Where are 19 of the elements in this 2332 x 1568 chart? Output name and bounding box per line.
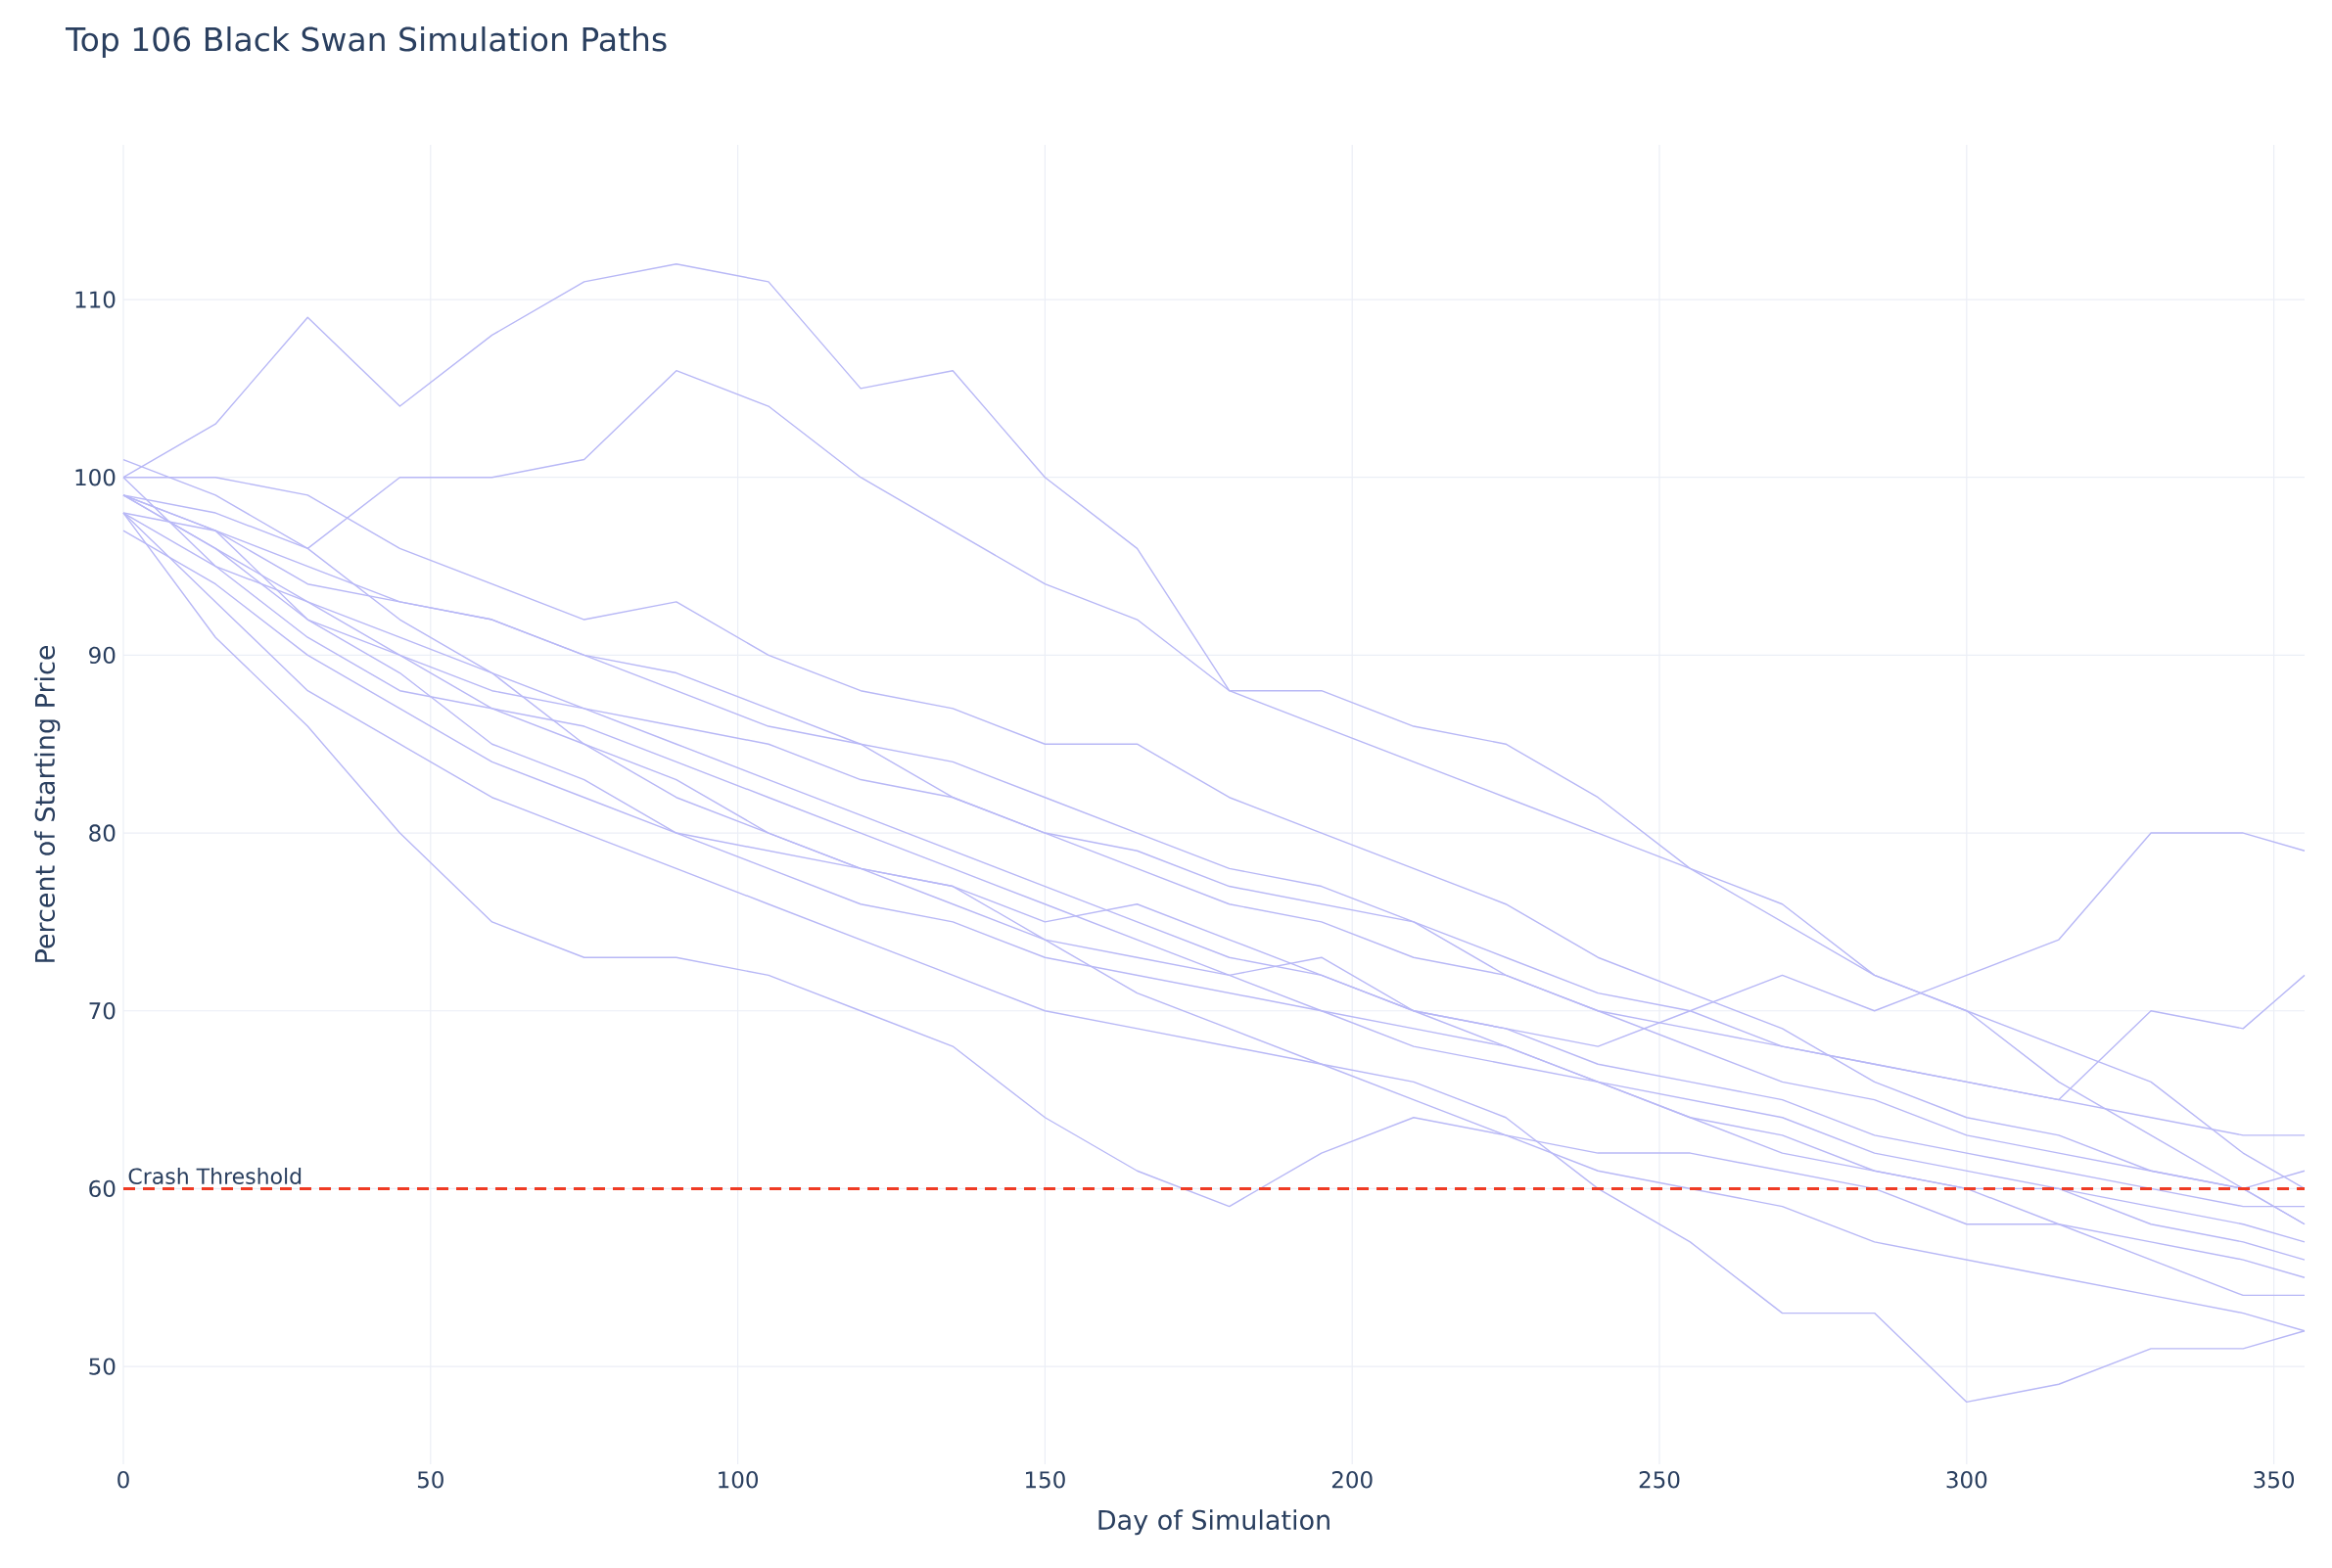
y-tick-label: 70 bbox=[89, 1002, 116, 1020]
y-tick-label: 80 bbox=[89, 824, 116, 842]
x-tick-label: 0 bbox=[117, 1471, 129, 1489]
x-tick-label: 250 bbox=[1639, 1471, 1680, 1489]
y-axis-title: Percent of Starting Price bbox=[34, 645, 61, 962]
y-tick-label: 110 bbox=[75, 291, 116, 308]
x-tick-label: 100 bbox=[719, 1471, 759, 1489]
ref-line-label: Crash Threshold bbox=[128, 1167, 302, 1185]
y-tick-label: 100 bbox=[75, 469, 116, 486]
x-tick-label: 200 bbox=[1331, 1471, 1373, 1489]
x-tick-label: 50 bbox=[417, 1471, 443, 1489]
x-tick-label: 150 bbox=[1026, 1471, 1065, 1489]
x-axis-title: Day of Simulation bbox=[1098, 1509, 1329, 1536]
x-tick-label: 350 bbox=[2254, 1471, 2295, 1489]
y-tick-label: 60 bbox=[89, 1179, 116, 1198]
y-tick-label: 50 bbox=[89, 1358, 116, 1375]
y-tick-label: 90 bbox=[89, 646, 116, 665]
chart-title: Top 106 Black Swan Simulation Paths bbox=[65, 26, 667, 58]
x-tick-label: 300 bbox=[1946, 1471, 1987, 1489]
